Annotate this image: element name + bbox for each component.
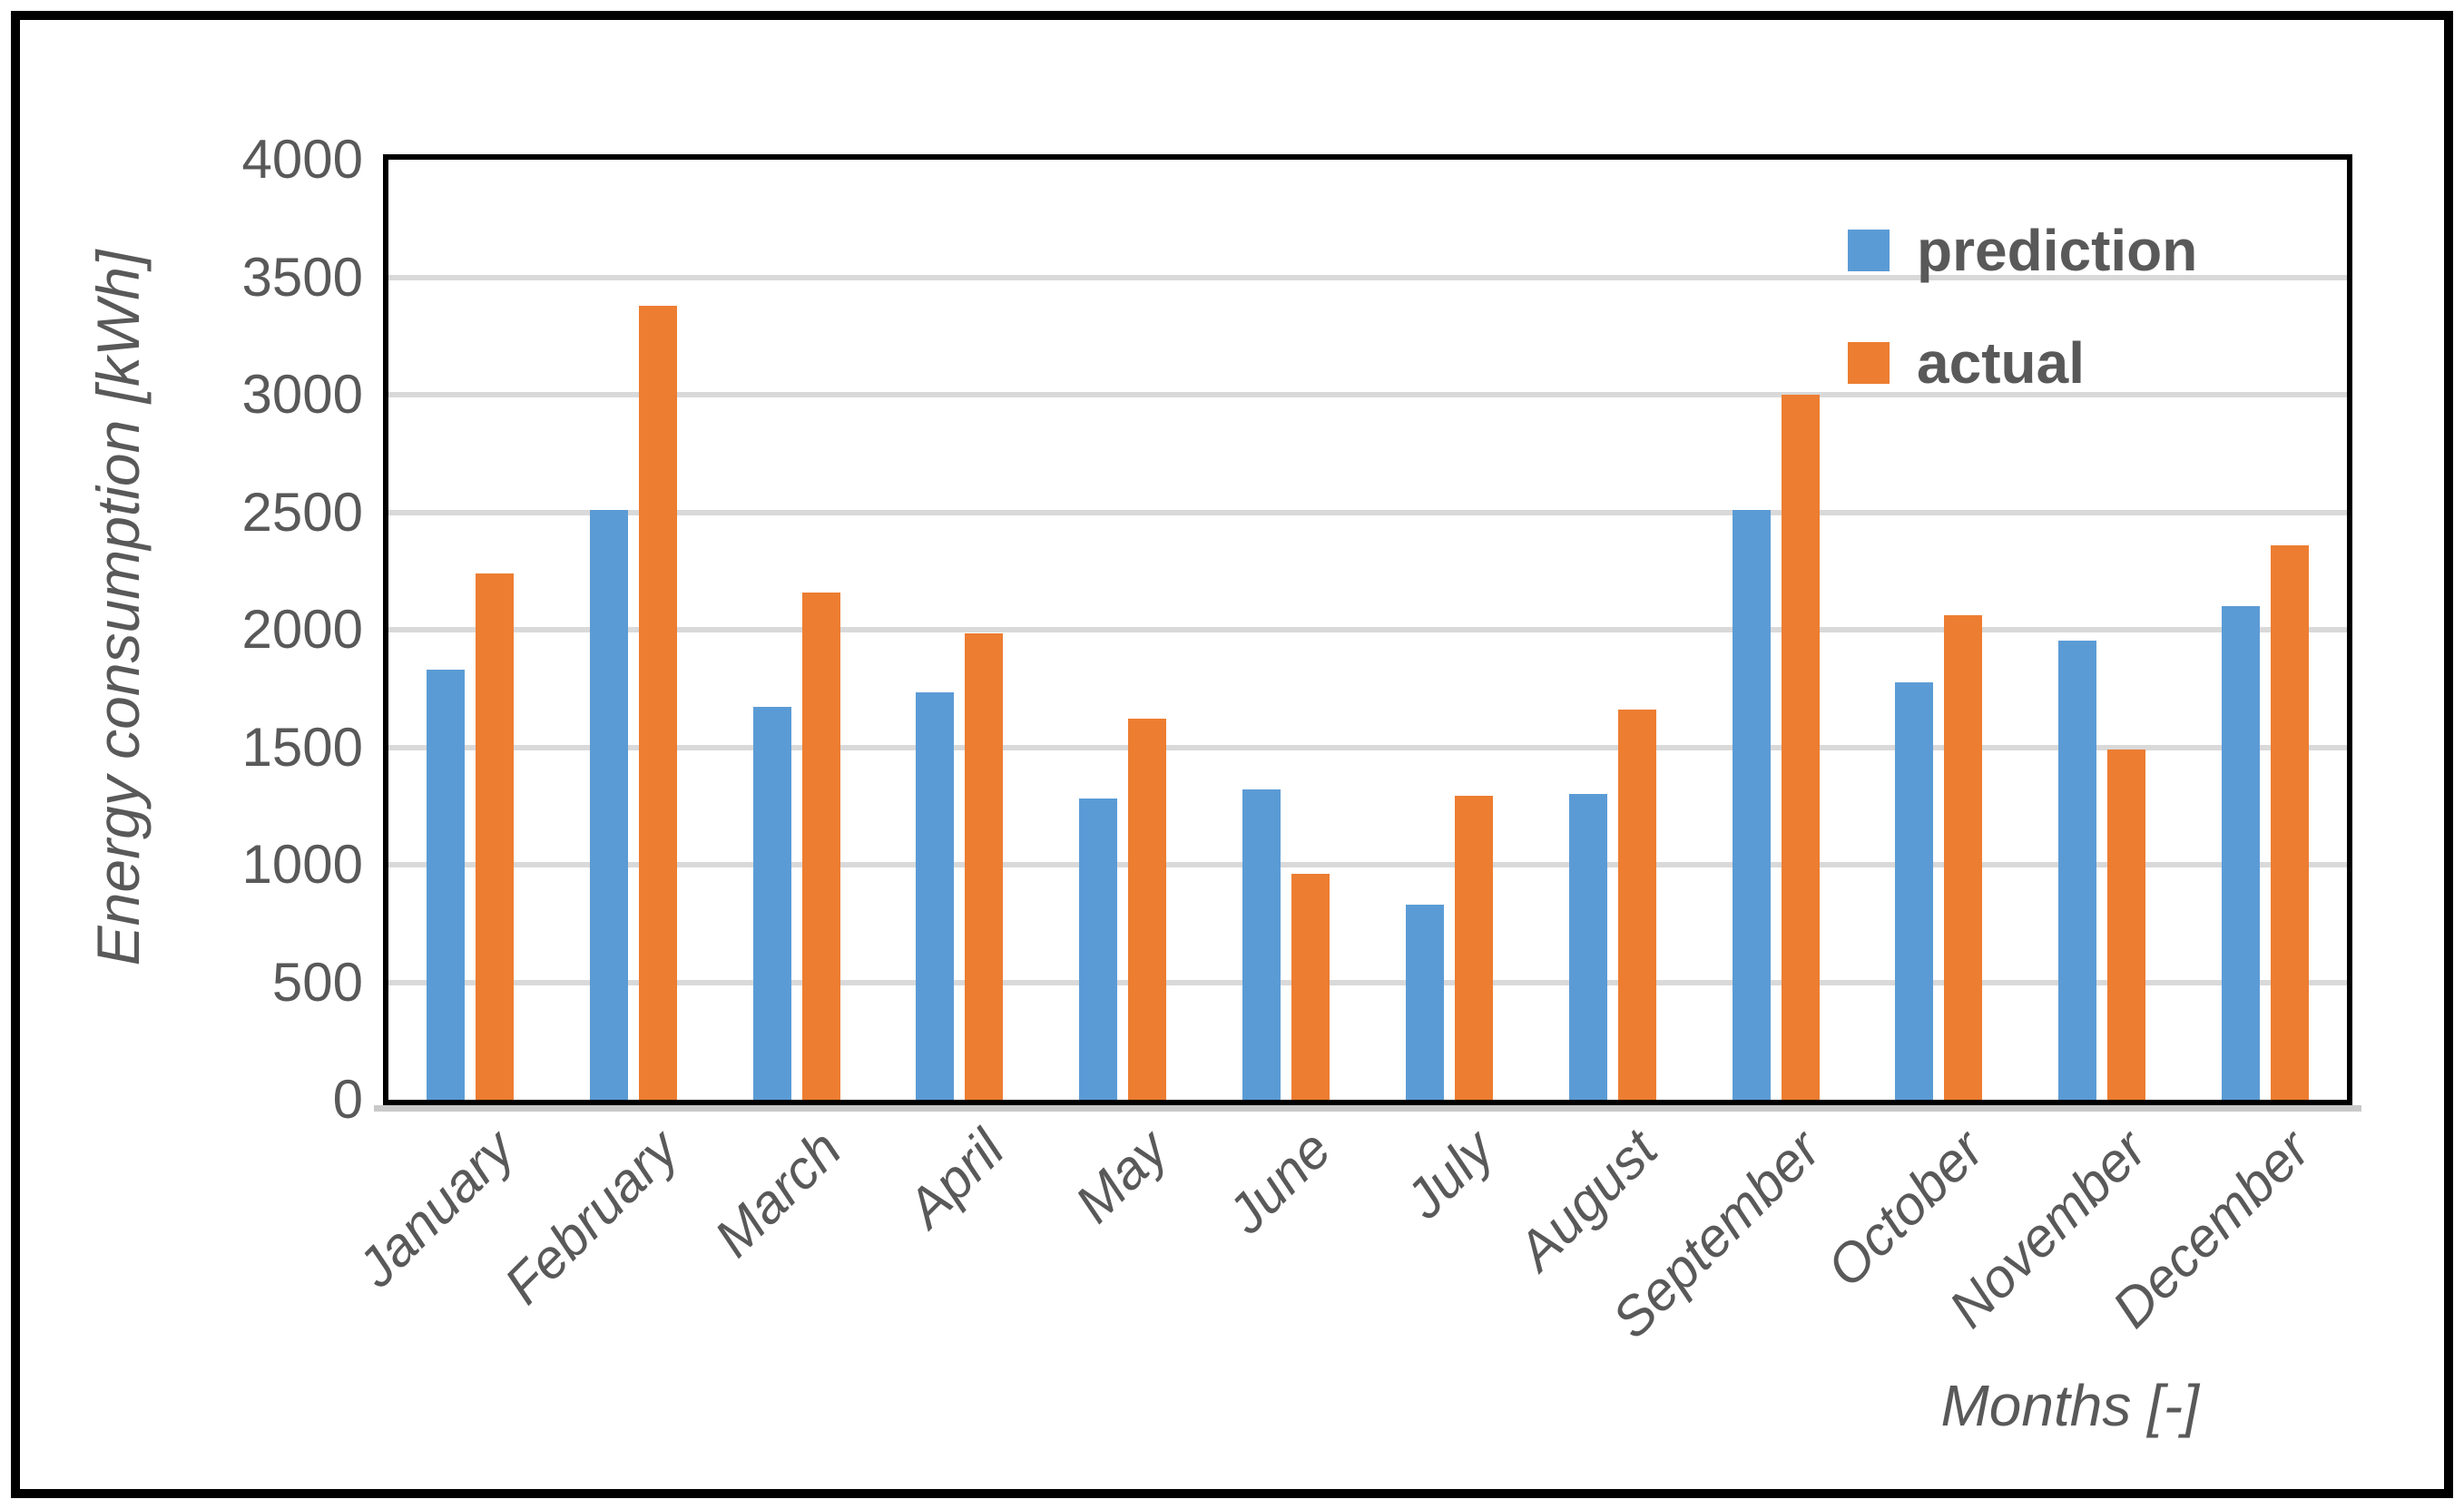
y-tick-label: 1000 xyxy=(241,834,363,895)
gridline xyxy=(388,979,2347,985)
bar-september-prediction xyxy=(1733,510,1771,1100)
y-tick-label: 1500 xyxy=(241,717,363,778)
bar-november-prediction xyxy=(2058,641,2096,1100)
bar-april-prediction xyxy=(916,692,954,1100)
bar-august-prediction xyxy=(1569,794,1607,1100)
bar-may-actual xyxy=(1128,719,1166,1100)
plot-area xyxy=(383,154,2352,1105)
bar-january-prediction xyxy=(427,670,465,1100)
legend-swatch-actual xyxy=(1848,342,1890,384)
gridline xyxy=(388,274,2347,280)
bar-april-actual xyxy=(965,633,1003,1100)
legend-label-actual: actual xyxy=(1917,330,2085,396)
legend-label-prediction: prediction xyxy=(1917,218,2198,283)
bar-december-prediction xyxy=(2222,606,2260,1100)
legend-item-actual: actual xyxy=(1848,334,2197,392)
gridline xyxy=(388,509,2347,515)
bar-january-actual xyxy=(476,573,514,1100)
bar-march-prediction xyxy=(753,707,791,1100)
gridline xyxy=(388,862,2347,867)
y-axis-title: Energy consumption [kWh] xyxy=(84,250,152,966)
gridline xyxy=(388,744,2347,750)
gridline xyxy=(388,627,2347,632)
bar-september-actual xyxy=(1782,395,1820,1100)
bar-november-actual xyxy=(2107,750,2145,1100)
y-tick-label: 3000 xyxy=(241,364,363,425)
y-tick-label: 3500 xyxy=(241,247,363,308)
bar-december-actual xyxy=(2271,545,2309,1100)
bar-october-actual xyxy=(1944,615,1982,1100)
bar-may-prediction xyxy=(1079,799,1117,1100)
x-axis-line xyxy=(374,1105,2361,1112)
bar-august-actual xyxy=(1618,710,1656,1100)
x-axis-title: Months [-] xyxy=(1940,1373,2199,1438)
bar-june-prediction xyxy=(1242,789,1281,1100)
legend-item-prediction: prediction xyxy=(1848,221,2197,279)
legend-swatch-prediction xyxy=(1848,230,1890,271)
y-tick-label: 2000 xyxy=(241,599,363,660)
bar-october-prediction xyxy=(1895,682,1933,1100)
y-tick-label: 500 xyxy=(271,952,363,1013)
y-tick-label: 0 xyxy=(332,1069,363,1130)
y-tick-label: 4000 xyxy=(241,129,363,190)
bar-july-prediction xyxy=(1406,905,1444,1100)
bar-july-actual xyxy=(1455,796,1493,1100)
gridline xyxy=(388,392,2347,397)
bar-june-actual xyxy=(1291,874,1330,1100)
bar-february-prediction xyxy=(590,510,628,1100)
bar-march-actual xyxy=(802,593,840,1100)
legend: prediction actual xyxy=(1848,221,2197,392)
bar-february-actual xyxy=(639,306,677,1100)
y-tick-label: 2500 xyxy=(241,482,363,543)
